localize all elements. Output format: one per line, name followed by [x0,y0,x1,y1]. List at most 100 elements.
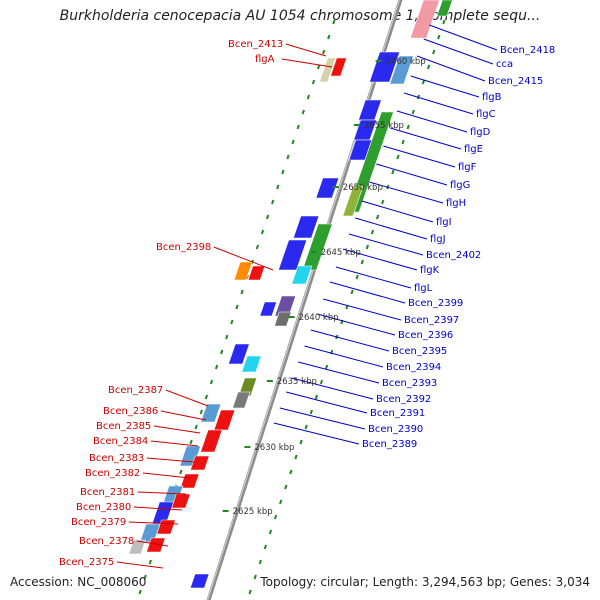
backbone-highlight [207,0,400,600]
guide-dot [294,454,298,460]
leader-line [355,217,428,240]
guide-dot [284,484,288,490]
guide-dot [411,109,415,115]
leader-line [423,38,494,65]
gene-label: flgA [255,54,275,65]
leader-line [279,407,366,430]
guide-dot [365,244,370,250]
gene-label: Bcen_2393 [382,378,437,389]
gene-feature [190,455,210,471]
leader-line [410,75,480,98]
guide-dot [273,514,278,520]
guide-dot [194,424,198,430]
gene-feature [247,265,266,281]
gene-feature [436,0,453,17]
leader-line [128,521,179,525]
leader-line [383,145,456,168]
leader-line [165,389,209,407]
gene-label: Bcen_2382 [85,468,140,479]
gene-label: Bcen_2402 [426,250,481,261]
leader-line [298,361,380,384]
gene-feature [342,185,364,217]
gene-label: cca [496,59,513,70]
leader-line [281,58,333,68]
guide-dot [179,469,183,475]
gene-feature [232,391,251,409]
guide-dot [289,469,293,475]
gene-label: flgD [470,127,491,138]
gene-label: Bcen_2384 [93,436,148,447]
guide-dot [225,334,229,340]
guide-dot [324,364,329,370]
gene-label: Bcen_2380 [76,502,131,513]
gene-label: Bcen_2387 [108,385,163,396]
leader-line [348,233,424,256]
leader-line [329,281,406,304]
gene-label: Bcen_2375 [59,557,114,568]
gene-feature [278,239,308,271]
gene-labels: Bcen_2413 flgA Bcen_2398 Bcen_2387 Bcen_2386… [59,39,555,568]
gene-label: flgI [436,217,452,228]
guide-dot [391,169,395,175]
guide-dot [421,79,426,85]
guide-dot [258,559,262,565]
guide-dot [309,409,313,415]
kbp-label: 2635 kbp [277,377,317,387]
leader-line [304,345,384,368]
gene-feature [274,311,292,327]
guide-dot [319,379,324,385]
gene-label: flgK [420,265,440,276]
guide-dot [253,574,257,580]
gene-feature [292,215,320,239]
gene-feature [369,51,401,83]
label-leader-lines [116,24,498,569]
gene-feature [241,355,262,373]
gene-label: Bcen_2386 [103,406,158,417]
guide-dot [437,34,441,40]
kbp-label: 2640 kbp [299,313,339,323]
leader-line [291,377,374,400]
kbp-label: 2625 kbp [233,507,273,517]
guide-dot [332,19,336,25]
gene-label: Bcen_2381 [80,487,135,498]
guide-dot [301,109,305,115]
leader-line [403,92,474,115]
topology-text: Topology: circular; Length: 3,294,563 bp… [260,575,590,589]
leader-line [396,110,468,133]
position-ticks: 2660 kbp 2655 kbp 2650 kbp 2645 kbp 2640 kbp… [222,57,426,517]
gene-label: Bcen_2391 [370,408,425,419]
gene-feature [233,261,253,281]
guide-dot [296,124,300,130]
guide-dot [148,559,152,565]
leader-line [361,200,434,223]
leader-line [429,24,498,51]
guide-dot [286,154,290,160]
guide-dot [276,184,280,190]
gene-feature [409,0,440,39]
guide-dot [355,274,359,280]
gene-label: Bcen_2395 [392,346,447,357]
gene-feature [200,429,223,453]
gene-feature [189,573,210,589]
guide-dot [432,49,436,55]
gene-feature [291,265,313,285]
leader-line [369,181,444,204]
guide-dot [304,424,308,430]
gene-label: flgG [450,180,470,191]
leader-line [142,472,191,479]
leader-line [376,163,448,186]
guide-dot [255,244,260,250]
kbp-label: 2660 kbp [386,57,426,67]
guide-dot [291,139,295,145]
gene-feature [319,57,337,83]
guide-dot [263,544,268,550]
gene-feature [259,301,278,317]
gene-feature [358,99,382,121]
leader-line [390,127,462,150]
guide-dot [396,154,400,160]
gene-features [128,0,453,589]
gene-label: flgL [414,283,433,294]
guide-dot [299,439,303,445]
guide-dot [370,229,375,235]
